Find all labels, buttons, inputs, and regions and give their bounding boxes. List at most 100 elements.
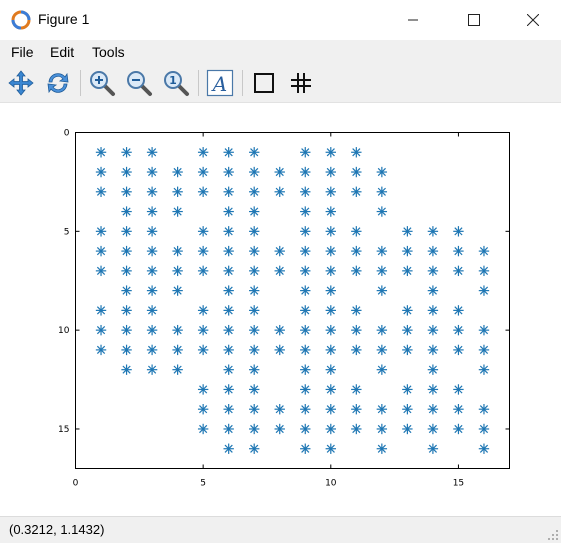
data-point bbox=[121, 226, 132, 237]
maximize-button[interactable] bbox=[451, 0, 497, 40]
data-point bbox=[478, 423, 490, 435]
axes-box-button[interactable] bbox=[248, 67, 280, 99]
data-point bbox=[197, 423, 209, 435]
data-point bbox=[172, 206, 183, 217]
data-point bbox=[300, 265, 311, 277]
data-point bbox=[249, 305, 260, 316]
data-point bbox=[300, 443, 311, 454]
data-point bbox=[300, 285, 311, 296]
data-point bbox=[121, 285, 132, 296]
data-point bbox=[249, 384, 260, 395]
data-point bbox=[249, 423, 260, 435]
status-bar: (0.3212, 1.1432) bbox=[0, 516, 561, 543]
zoom-out-button[interactable] bbox=[123, 67, 155, 99]
data-point bbox=[402, 384, 413, 395]
data-point bbox=[300, 423, 311, 435]
data-point bbox=[274, 404, 285, 415]
data-point bbox=[197, 324, 209, 336]
data-point bbox=[274, 245, 285, 257]
data-point bbox=[351, 324, 362, 336]
zoom-reset-icon: 1 bbox=[164, 71, 189, 96]
data-point bbox=[197, 186, 209, 197]
data-point bbox=[427, 423, 439, 435]
data-point bbox=[146, 245, 158, 257]
menu-file[interactable]: File bbox=[11, 44, 34, 60]
data-point bbox=[402, 305, 413, 316]
figure-canvas[interactable]: 0 5 10 15 0 5 10 15 bbox=[0, 103, 561, 516]
x-tick-label: 5 bbox=[200, 479, 206, 489]
data-point bbox=[249, 443, 260, 454]
data-point bbox=[249, 206, 260, 217]
data-point bbox=[249, 285, 260, 296]
octave-figure-icon bbox=[11, 10, 31, 30]
data-point bbox=[376, 285, 388, 296]
data-point bbox=[325, 206, 336, 217]
data-point bbox=[223, 443, 234, 454]
data-point bbox=[300, 206, 311, 217]
data-point bbox=[172, 166, 183, 178]
text-tool-button[interactable]: A bbox=[204, 67, 236, 99]
data-point bbox=[95, 226, 107, 237]
data-point bbox=[402, 265, 413, 277]
data-point bbox=[121, 265, 132, 277]
data-point bbox=[453, 305, 464, 316]
data-point bbox=[249, 344, 260, 356]
x-tick-label: 15 bbox=[453, 479, 464, 489]
data-point bbox=[478, 344, 490, 356]
data-point bbox=[300, 364, 311, 375]
data-point bbox=[274, 344, 285, 356]
data-point bbox=[95, 245, 107, 257]
toolbar-separator bbox=[198, 70, 199, 96]
data-point bbox=[249, 404, 260, 415]
data-point bbox=[351, 404, 362, 415]
data-point bbox=[95, 147, 107, 158]
data-point bbox=[223, 404, 234, 415]
data-point bbox=[427, 226, 439, 237]
data-point bbox=[351, 186, 362, 197]
data-point bbox=[351, 344, 362, 356]
data-point bbox=[146, 265, 158, 277]
data-point bbox=[427, 305, 439, 316]
data-point bbox=[453, 324, 464, 336]
data-point bbox=[300, 186, 311, 197]
text-tool-icon: A bbox=[206, 69, 234, 97]
data-point bbox=[376, 364, 388, 375]
data-point bbox=[146, 206, 158, 217]
data-point bbox=[402, 423, 413, 435]
zoom-reset-button[interactable]: 1 bbox=[160, 67, 192, 99]
maximize-icon bbox=[468, 14, 480, 26]
menu-tools[interactable]: Tools bbox=[92, 44, 125, 60]
close-button[interactable] bbox=[510, 0, 556, 40]
data-point bbox=[376, 166, 388, 178]
data-point bbox=[146, 226, 158, 237]
zoom-in-button[interactable] bbox=[86, 67, 118, 99]
data-point bbox=[172, 285, 183, 296]
data-point bbox=[325, 147, 336, 158]
data-point bbox=[376, 344, 388, 356]
toolbar-separator bbox=[242, 70, 243, 96]
data-point bbox=[249, 147, 260, 158]
data-point bbox=[300, 404, 311, 415]
minimize-button[interactable] bbox=[390, 0, 436, 40]
data-point bbox=[223, 206, 234, 217]
data-point bbox=[146, 147, 158, 158]
data-point bbox=[146, 324, 158, 336]
scatter-plot[interactable]: 0 5 10 15 0 5 10 15 bbox=[0, 103, 561, 516]
data-point bbox=[197, 226, 209, 237]
y-tick-label: 10 bbox=[58, 326, 70, 336]
data-point bbox=[325, 404, 336, 415]
data-point bbox=[300, 305, 311, 316]
pan-button[interactable] bbox=[5, 67, 37, 99]
menu-edit[interactable]: Edit bbox=[50, 44, 75, 60]
resize-grip-icon[interactable] bbox=[547, 529, 559, 541]
toolbar: 1 A bbox=[0, 64, 561, 103]
data-point bbox=[351, 305, 362, 316]
grid-button[interactable] bbox=[285, 67, 317, 99]
data-point bbox=[402, 404, 413, 415]
data-point bbox=[300, 324, 311, 336]
data-point bbox=[325, 324, 336, 336]
grid-icon bbox=[291, 73, 311, 93]
data-point bbox=[121, 206, 132, 217]
rotate-button[interactable] bbox=[42, 67, 74, 99]
data-point bbox=[121, 364, 132, 375]
